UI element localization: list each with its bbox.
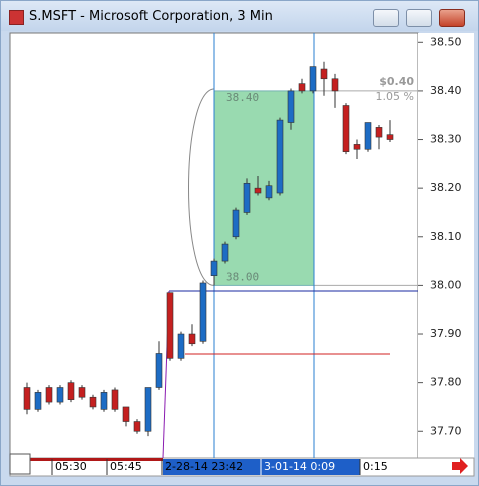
y-tick-label: 38.30 [430, 133, 462, 146]
box-top-label: 38.40 [226, 91, 259, 104]
candle-body [155, 353, 163, 388]
candle-body [221, 243, 229, 262]
x-tick-label: 05:45 [110, 460, 142, 473]
candle-body [67, 382, 75, 400]
title-bar: S.MSFT - Microsoft Corporation, 3 Min [1, 1, 478, 31]
candle-body [199, 282, 207, 342]
candle-body [45, 387, 53, 403]
candle-body [331, 78, 339, 92]
window-title: S.MSFT - Microsoft Corporation, 3 Min [29, 9, 273, 24]
x-tick-label: 0:15 [363, 460, 388, 473]
corner-box [9, 453, 31, 475]
candle-body [144, 387, 152, 432]
y-tick-label: 38.00 [430, 278, 462, 291]
candle-body [364, 122, 372, 150]
change-percent-label: 1.05 % [376, 90, 414, 103]
candle-body [243, 182, 251, 213]
candle-body [78, 387, 86, 398]
x-tick-label: 05:30 [55, 460, 87, 473]
app-icon [9, 10, 24, 25]
candle-body [34, 392, 42, 410]
candle-body [210, 260, 218, 276]
y-tick-label: 38.10 [430, 230, 462, 243]
y-tick-label: 38.50 [430, 35, 462, 48]
minimize-button[interactable] [373, 9, 399, 27]
measure-arc [188, 88, 215, 286]
x-tick-label: 2-28-14 23:42 [165, 460, 243, 473]
candle-body [386, 134, 394, 140]
y-tick-label: 37.70 [430, 424, 462, 437]
candle-body [232, 209, 240, 238]
candle-body [342, 105, 350, 152]
candle-body [309, 66, 317, 92]
price-axis [418, 33, 474, 458]
y-tick-label: 38.40 [430, 84, 462, 97]
candle-body [133, 421, 141, 432]
box-bottom-label: 38.00 [226, 270, 259, 283]
candle-body [276, 119, 284, 194]
candle-body [254, 187, 262, 194]
candle-body [166, 292, 174, 359]
candle-body [177, 333, 185, 359]
candle-body [188, 333, 196, 345]
candle-body [320, 68, 328, 80]
candle-body [265, 185, 273, 199]
maximize-button[interactable] [406, 9, 432, 27]
candle-body [89, 396, 97, 408]
y-tick-label: 37.90 [430, 327, 462, 340]
scroll-arrow[interactable] [452, 458, 468, 474]
y-tick-label: 37.80 [430, 376, 462, 389]
candle-body [353, 144, 361, 150]
y-tick-label: 38.20 [430, 181, 462, 194]
candle-body [100, 392, 108, 410]
change-label: $0.40 [379, 75, 414, 88]
time-strip [30, 458, 163, 461]
candle-body [122, 406, 130, 422]
candle-body [375, 127, 383, 138]
measure-box [213, 90, 315, 286]
candle-body [298, 83, 306, 92]
candle-body [23, 387, 31, 410]
x-tick-label: 3-01-14 0:09 [264, 460, 335, 473]
candle-body [287, 90, 295, 123]
candle-body [111, 389, 119, 410]
close-button[interactable] [439, 9, 465, 27]
candle-body [56, 387, 64, 403]
